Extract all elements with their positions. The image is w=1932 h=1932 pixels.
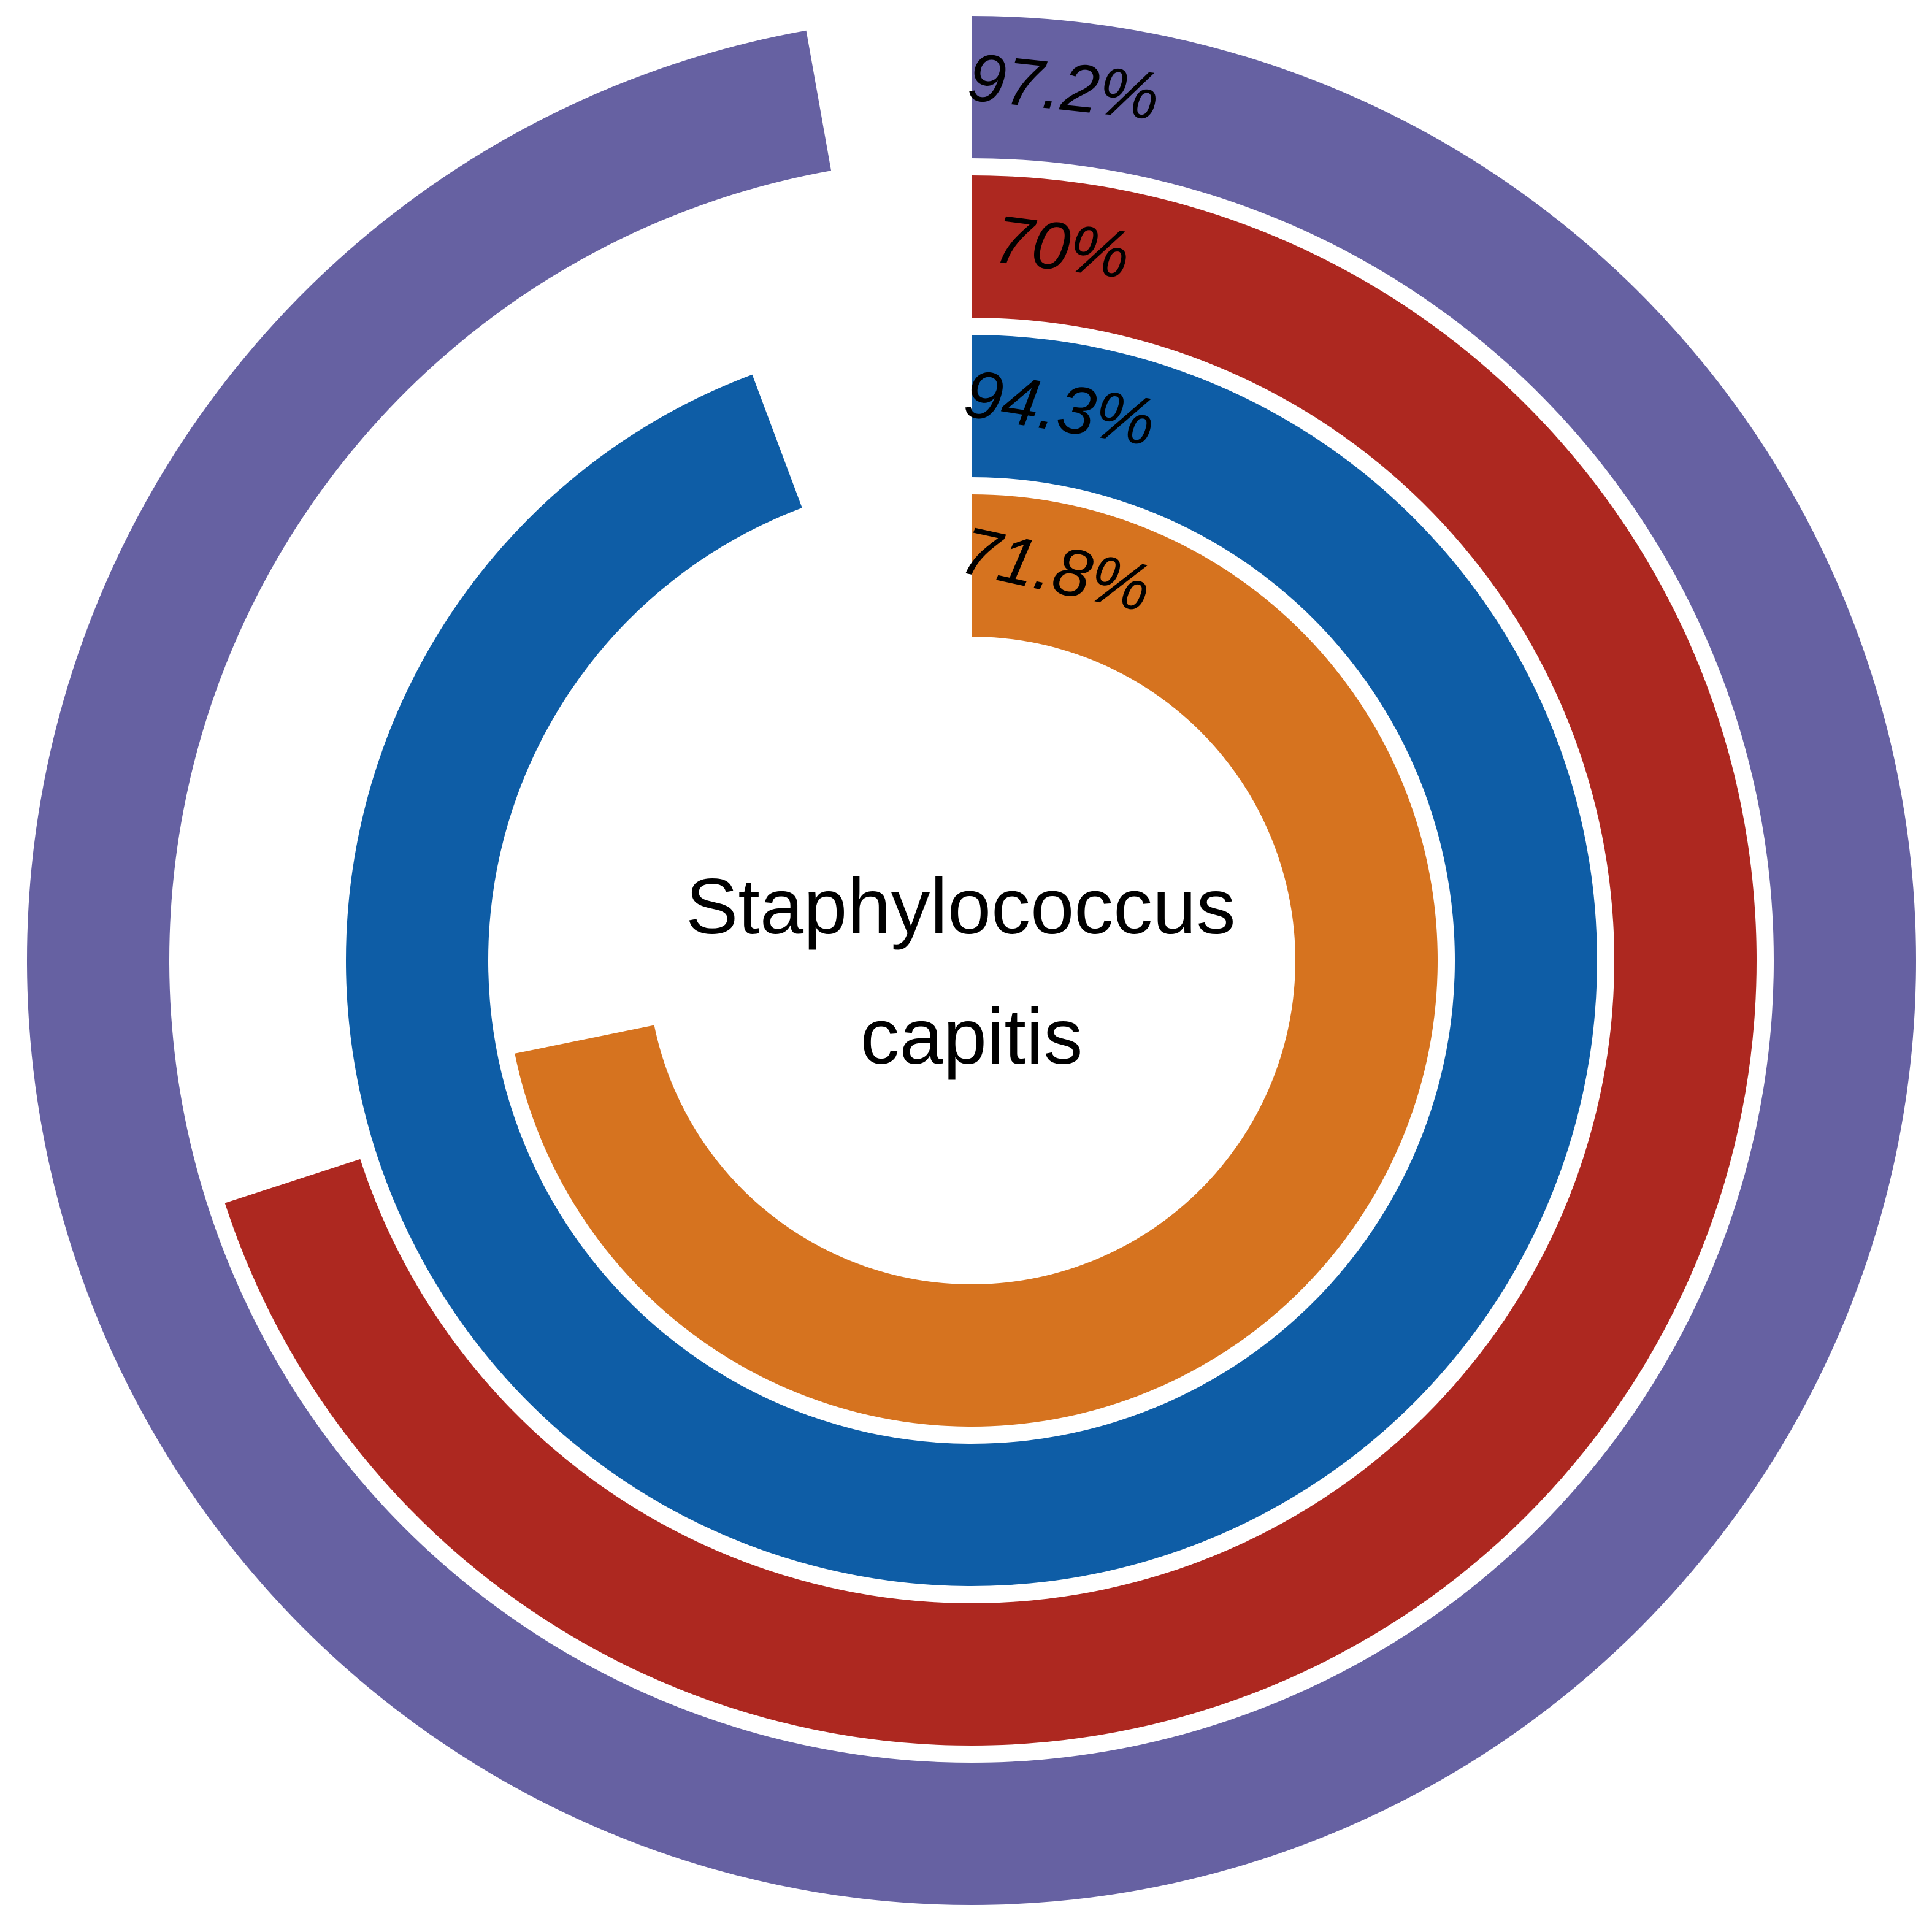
center-label-line-2: capitis bbox=[861, 993, 1083, 1081]
ring-bar-4 bbox=[515, 494, 1438, 1427]
center-label: Staphylococcus capitis bbox=[686, 863, 1257, 1081]
ring-label-2: 70% bbox=[991, 201, 1134, 293]
center-label-line-1: Staphylococcus bbox=[686, 863, 1236, 951]
ring-group bbox=[26, 16, 1917, 1906]
